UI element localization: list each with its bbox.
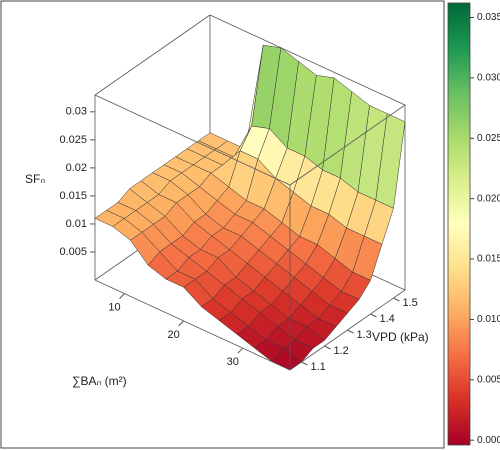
y-tick-label: 1.2 (334, 345, 349, 357)
z-tick-label: 0.03 (66, 106, 87, 118)
x-tick (178, 320, 184, 327)
z-tick-label: 0.025 (59, 134, 87, 146)
y-tick-label: 1.4 (380, 313, 395, 325)
colorbar-tick-label: 0.035 (477, 12, 500, 23)
x-tick (237, 347, 244, 354)
z-tick-label: 0.01 (66, 218, 87, 230)
z-tick-label: 0.02 (66, 162, 87, 174)
y-tick-label: 1.3 (357, 329, 372, 341)
z-tick-label: 0.015 (59, 190, 87, 202)
box-edge (209, 14, 406, 106)
colorbar-tick-label: 0.015 (477, 254, 500, 265)
y-tick-label: 1.5 (403, 297, 418, 309)
x-tick-label: 30 (227, 356, 239, 368)
colorbar-tick-label: 0.010 (477, 314, 500, 325)
plot-frame (0, 0, 445, 449)
x-axis-label: ∑BAₙ (m²) (72, 374, 127, 388)
x-tick (119, 293, 125, 299)
y-tick (347, 329, 354, 334)
y-tick (301, 361, 308, 366)
x-tick-label: 10 (108, 302, 120, 314)
x-tick-label: 20 (168, 329, 180, 341)
box-edge (289, 104, 406, 186)
colorbar-tick-label: 0.025 (477, 133, 500, 144)
colorbar-tick-label: 0.000 (477, 435, 500, 446)
y-tick (393, 297, 400, 302)
colorbar (447, 2, 471, 446)
y-tick (324, 345, 331, 350)
y-tick (370, 313, 377, 318)
z-axis-label: SFₙ (25, 172, 45, 186)
box-edge (94, 14, 211, 96)
colorbar-tick-label: 0.005 (477, 374, 500, 385)
z-tick-label: 0.005 (59, 246, 87, 258)
box-edge (94, 94, 291, 186)
colorbar-tick-label: 0.030 (477, 73, 500, 84)
y-axis-label: VPD (kPa) (372, 330, 429, 344)
colorbar-tick-label: 0.020 (477, 193, 500, 204)
y-tick-label: 1.1 (311, 361, 326, 373)
box-edge (94, 279, 291, 371)
